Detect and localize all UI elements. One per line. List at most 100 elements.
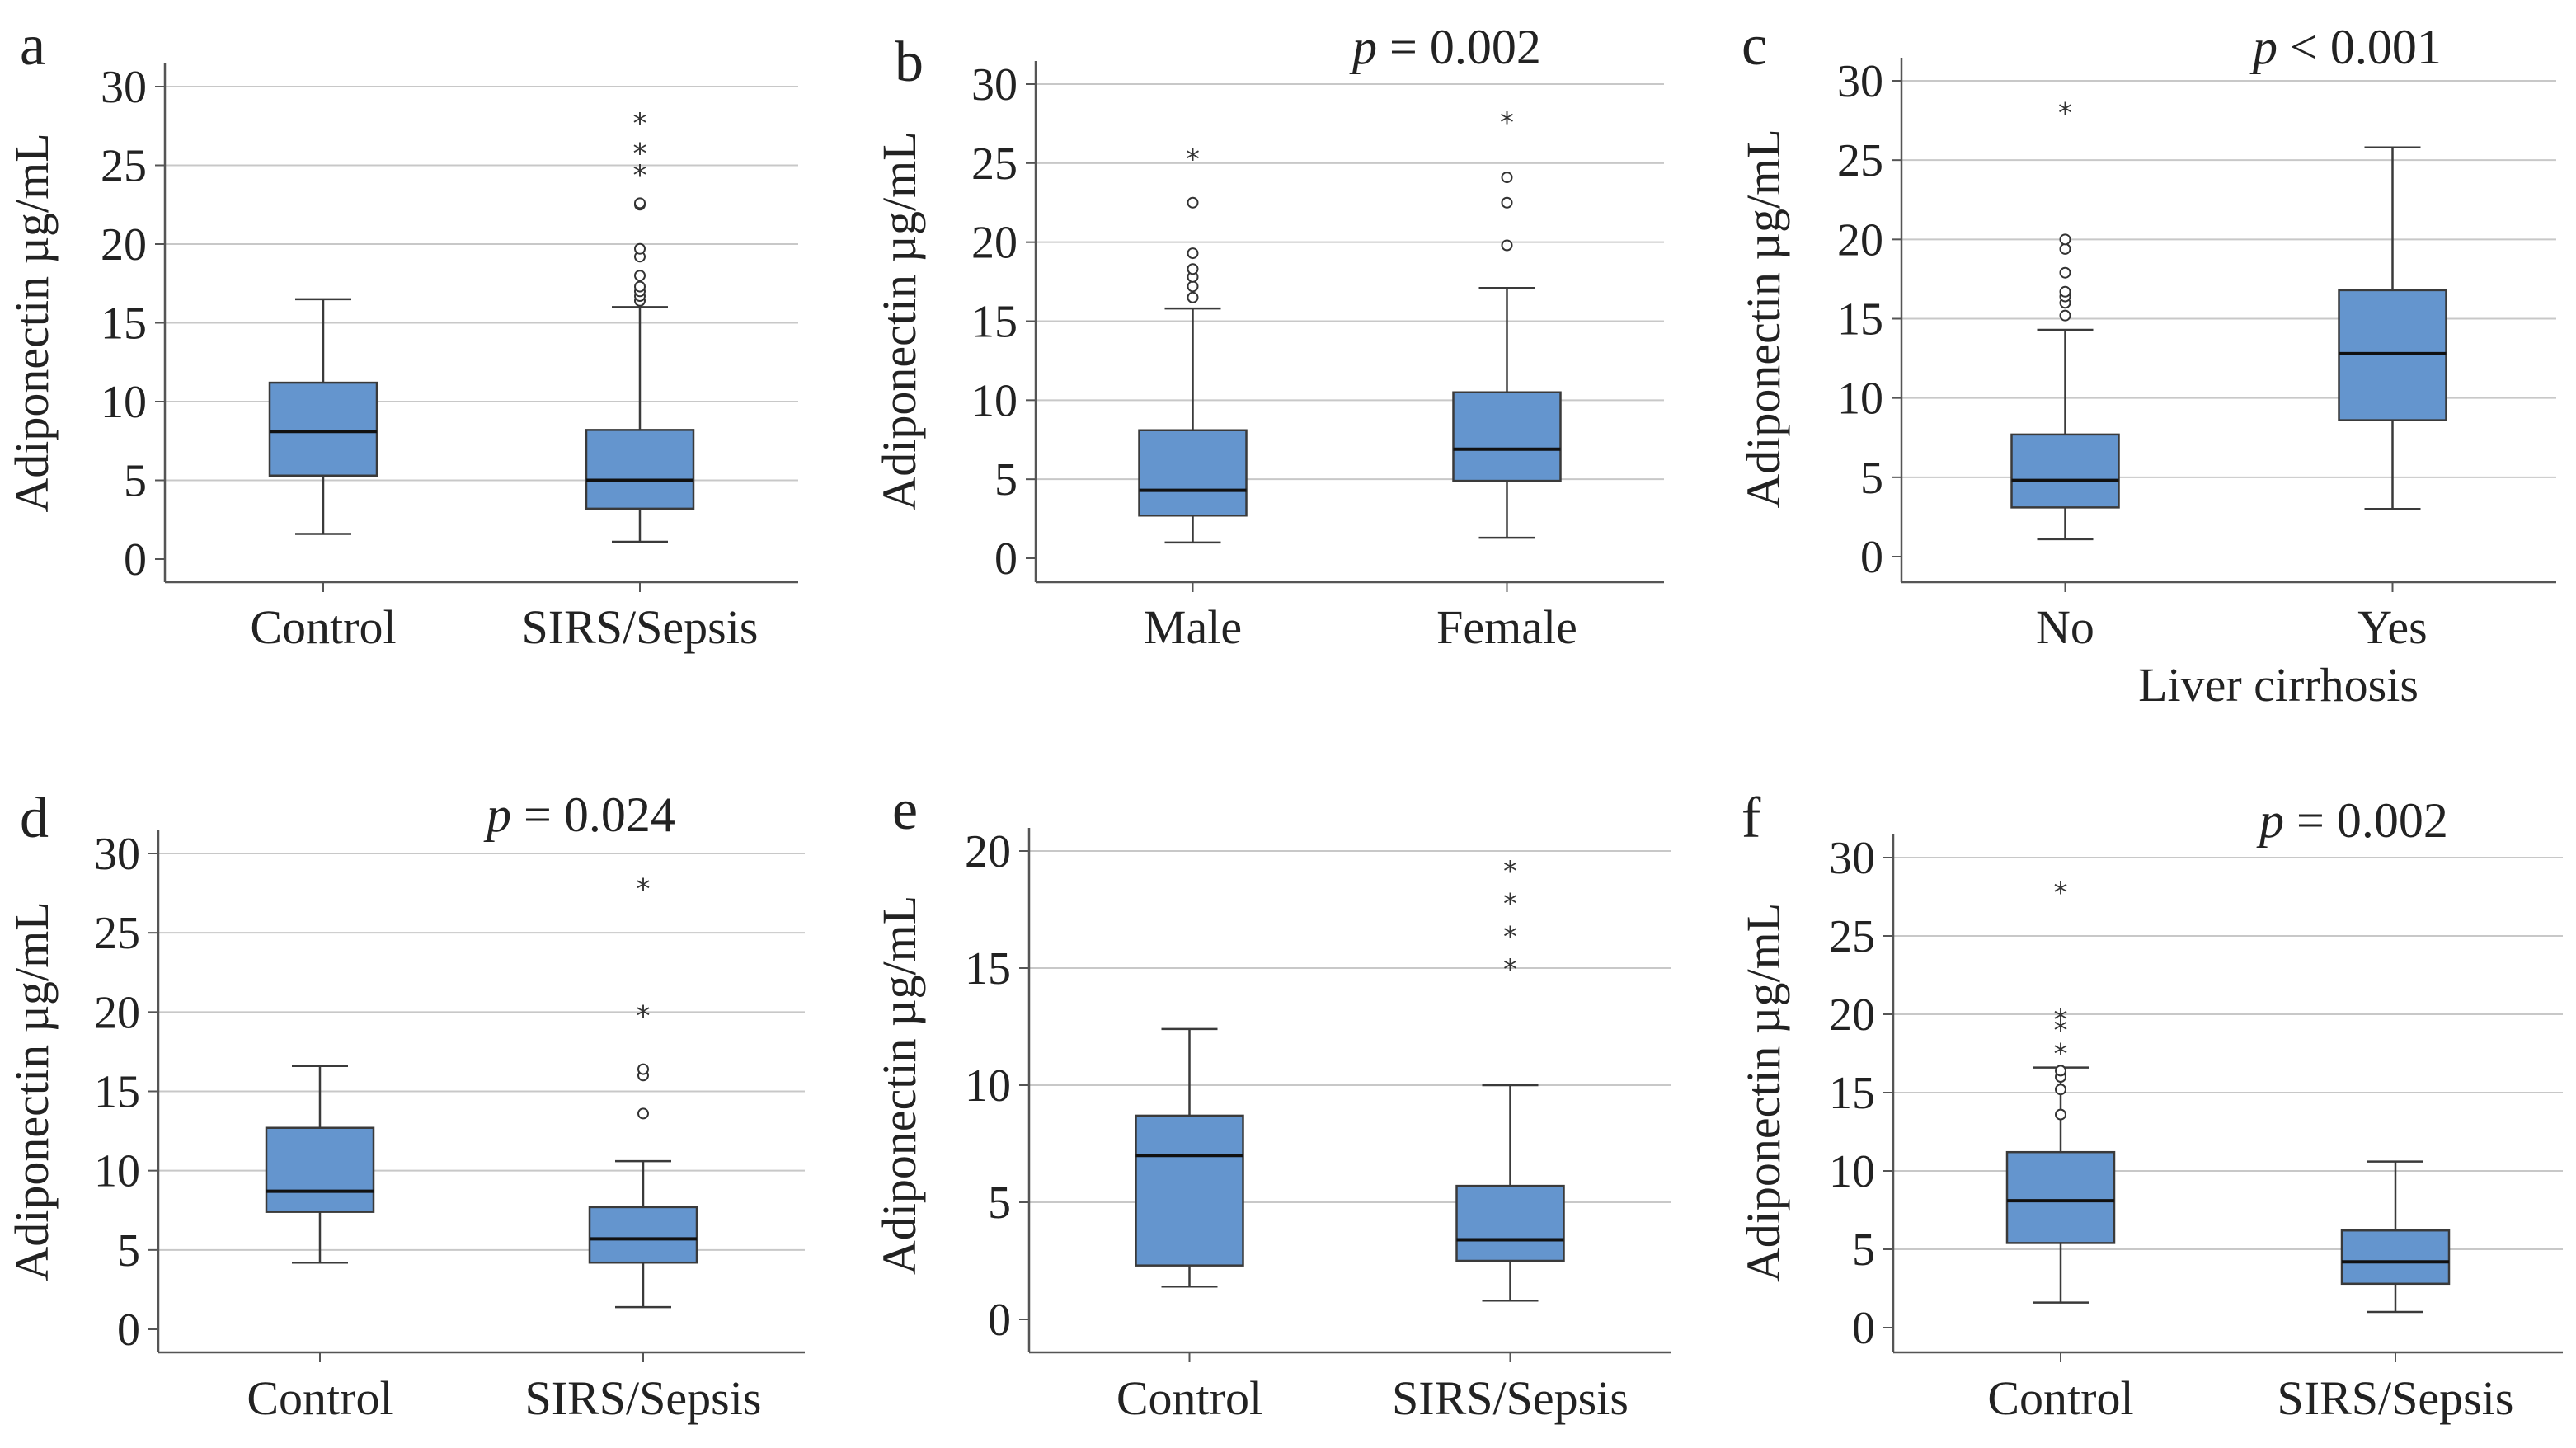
- outlier-point: [2059, 242, 2071, 255]
- p-value-symbol: p: [483, 787, 511, 842]
- p-value-label: p = 0.002: [1349, 20, 1541, 74]
- y-tick-label: 25: [1837, 135, 1883, 186]
- y-tick-label: 20: [101, 219, 147, 270]
- y-tick-label: 20: [965, 826, 1011, 877]
- chart-panel-b: 0 5 10 15 20 25 30 * Male * Female Adiponectin µg/m…: [872, 20, 1664, 654]
- panel-letter: c: [1742, 14, 1767, 78]
- y-tick-label: 30: [971, 59, 1018, 110]
- box-iqr: [268, 381, 378, 477]
- y-tick-label: 20: [94, 987, 140, 1038]
- p-value-text: = 0.002: [1377, 20, 1541, 74]
- y-tick-label: 10: [1829, 1146, 1875, 1197]
- y-axis-title: Adiponectin µg/mL: [1737, 903, 1790, 1282]
- outlier-point: [2059, 285, 2071, 298]
- panel-letter: d: [20, 787, 49, 850]
- y-axis-title: Adiponectin µg/mL: [1737, 129, 1790, 508]
- box-iqr: [1455, 1184, 1565, 1262]
- p-value-symbol: p: [2249, 20, 2278, 74]
- y-axis-title: Adiponectin µg/mL: [872, 131, 926, 510]
- p-value-label: p = 0.002: [2256, 793, 2448, 848]
- chart-panel-d: 0 5 10 15 20 25 30 Control * * SIRS/Sepsis Adiponec…: [5, 787, 805, 1425]
- outlier-point: [634, 242, 646, 255]
- p-value-label: p < 0.001: [2249, 20, 2442, 74]
- y-tick-label: 5: [124, 456, 147, 507]
- category-label: Control: [250, 600, 396, 654]
- y-tick-label: 0: [117, 1305, 140, 1356]
- box-iqr: [265, 1126, 375, 1213]
- p-value-text: < 0.001: [2278, 20, 2442, 74]
- p-value-symbol: p: [2256, 793, 2284, 848]
- category-label: Control: [1116, 1371, 1262, 1425]
- y-tick-label: 15: [971, 297, 1018, 348]
- extreme-point: *: [2054, 877, 2068, 910]
- p-value-text: = 0.024: [511, 787, 675, 842]
- y-tick-label: 15: [1829, 1068, 1875, 1119]
- y-tick-label: 25: [971, 139, 1018, 190]
- extreme-point: *: [2058, 97, 2072, 130]
- extreme-point: *: [637, 872, 651, 905]
- category-label: Control: [1987, 1371, 2133, 1425]
- p-value-label: p = 0.024: [483, 787, 675, 842]
- y-axis-title: Adiponectin µg/mL: [5, 901, 59, 1281]
- outlier-point: [1187, 247, 1199, 260]
- panel-letter: a: [20, 14, 45, 78]
- y-tick-label: 5: [1852, 1225, 1875, 1276]
- x-axis-title: Liver cirrhosis: [2138, 658, 2419, 712]
- category-label: Male: [1144, 600, 1242, 654]
- extreme-point: *: [2054, 1038, 2068, 1071]
- outlier-point: [634, 270, 646, 282]
- y-tick-label: 10: [965, 1060, 1011, 1112]
- outlier-point: [2059, 266, 2071, 279]
- outlier-point: [637, 1107, 649, 1120]
- y-tick-label: 20: [1829, 990, 1875, 1041]
- extreme-point: *: [1503, 920, 1517, 953]
- y-tick-label: 25: [1829, 911, 1875, 962]
- y-tick-label: 15: [1837, 294, 1883, 346]
- chart-panel-e: 05101520Control****SIRS/SepsisAdiponecti…: [872, 778, 1671, 1425]
- category-label: SIRS/Sepsis: [522, 600, 759, 654]
- y-tick-label: 15: [965, 943, 1011, 994]
- outlier-point: [2055, 1065, 2066, 1077]
- box-iqr: [2340, 1229, 2451, 1286]
- extreme-point: *: [1500, 106, 1514, 139]
- y-tick-label: 20: [1837, 214, 1883, 266]
- category-label: SIRS/Sepsis: [1392, 1371, 1629, 1425]
- chart-panel-a: 051015202530Control***SIRS/SepsisAdipone…: [5, 14, 798, 654]
- extreme-point: *: [1503, 888, 1517, 921]
- box-iqr: [1138, 429, 1248, 517]
- category-label: Female: [1436, 600, 1577, 654]
- y-tick-label: 10: [971, 375, 1018, 426]
- outlier-point: [1501, 239, 1513, 252]
- outlier-point: [2055, 1108, 2066, 1121]
- panel-letter: b: [895, 31, 924, 94]
- panel-letter: e: [892, 778, 918, 842]
- outlier-point: [634, 197, 646, 209]
- outlier-point: [1187, 263, 1199, 275]
- category-label: SIRS/Sepsis: [525, 1371, 762, 1425]
- category-label: SIRS/Sepsis: [2278, 1371, 2514, 1425]
- y-tick-label: 10: [1837, 374, 1883, 425]
- y-tick-label: 10: [101, 377, 147, 428]
- extreme-point: *: [2054, 1014, 2068, 1047]
- p-value-symbol: p: [1349, 20, 1377, 74]
- y-tick-label: 15: [101, 299, 147, 350]
- outlier-point: [1187, 196, 1199, 209]
- extreme-point: *: [1503, 855, 1517, 888]
- y-tick-label: 25: [94, 908, 140, 959]
- y-tick-label: 5: [1860, 453, 1883, 504]
- y-axis-title: Adiponectin µg/mL: [5, 133, 59, 512]
- box-iqr: [1135, 1114, 1244, 1267]
- outlier-point: [2055, 1084, 2066, 1096]
- box-iqr: [588, 1206, 698, 1264]
- y-tick-label: 10: [94, 1146, 140, 1197]
- y-axis-title: Adiponectin µg/mL: [872, 896, 926, 1275]
- y-tick-label: 0: [1860, 532, 1883, 583]
- y-tick-label: 5: [988, 1178, 1011, 1229]
- box-iqr: [2010, 433, 2120, 509]
- y-tick-label: 5: [994, 454, 1018, 505]
- panel-letter: f: [1742, 787, 1761, 850]
- y-tick-label: 30: [1837, 56, 1883, 107]
- outlier-point: [1501, 172, 1513, 184]
- y-tick-label: 0: [988, 1295, 1011, 1346]
